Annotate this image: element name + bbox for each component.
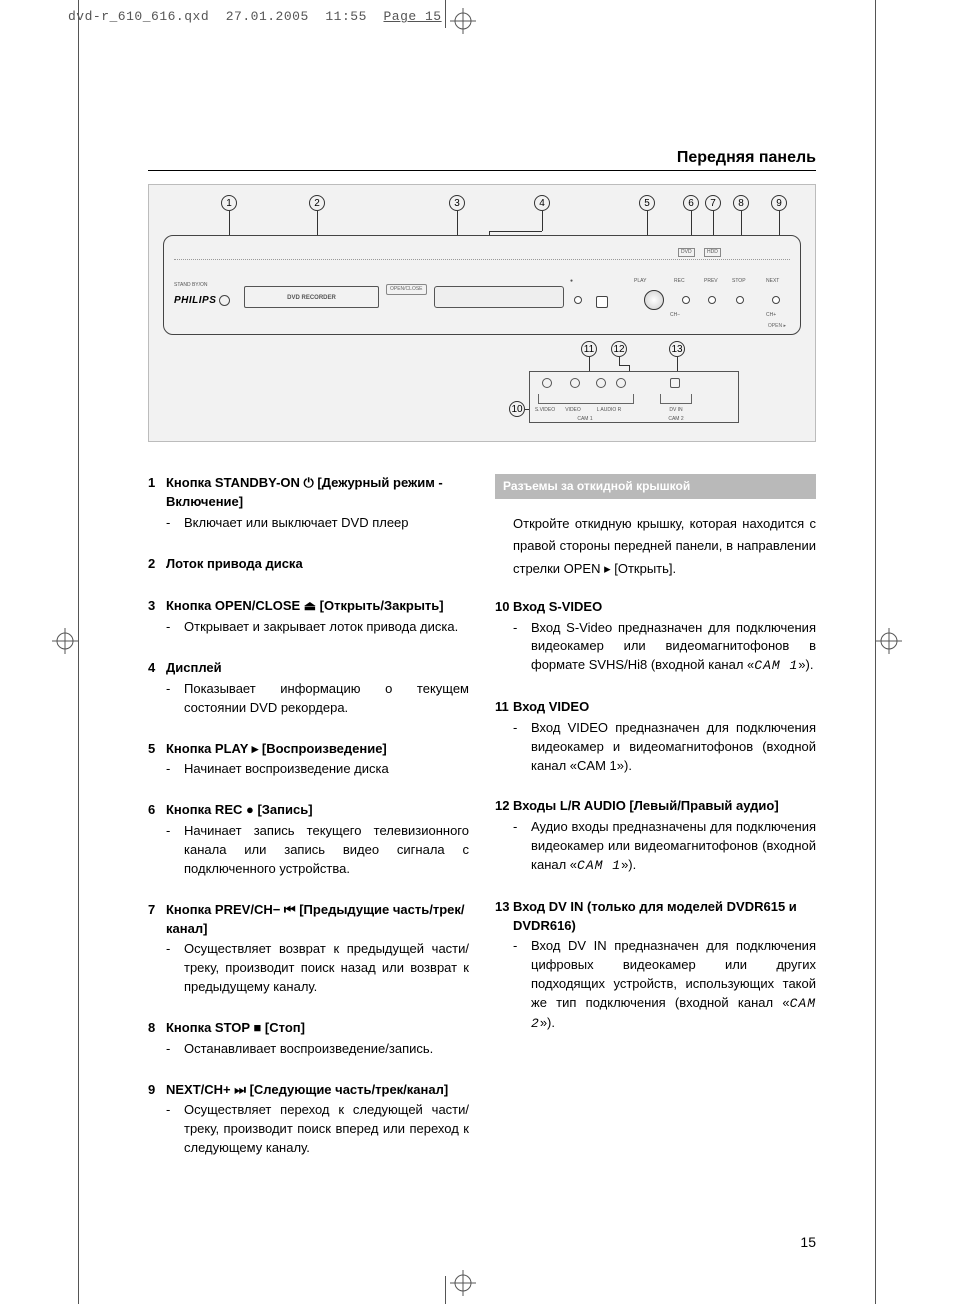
left-column: 1 Кнопка STANDBY-ON ⏻ [Дежурный режим - … <box>148 474 469 1180</box>
device-outline: STAND BY/ON PHILIPS DVD RECORDER OPEN/CL… <box>163 235 801 335</box>
crop-line-left <box>78 0 79 1304</box>
callout-2: 2 <box>309 195 325 211</box>
brand-sub: STAND BY/ON <box>174 282 208 289</box>
list-item: 12 Входы L/R AUDIO [Левый/Правый аудио] … <box>495 797 816 887</box>
front-panel-diagram: 1 2 3 4 5 6 7 8 9 STAND BY/ON PHILIPS DV… <box>148 184 816 442</box>
list-item: 13 Вход DV IN (только для моделей DVDR61… <box>495 898 816 1046</box>
jack-svideo <box>542 378 552 388</box>
jack-video <box>570 378 580 388</box>
list-item: 8 Кнопка STOP ■ [Стоп] -Останавливает во… <box>148 1019 469 1071</box>
jack-audio-l <box>596 378 606 388</box>
disc-tray: DVD RECORDER <box>244 286 379 308</box>
crop-line-bottom <box>445 1276 446 1304</box>
page-number: 15 <box>800 1232 816 1252</box>
list-item: 4 Дисплей -Показывает информацию о текущ… <box>148 659 469 730</box>
device-display <box>434 286 564 308</box>
item-head: Кнопка STANDBY-ON ⏻ [Дежурный режим - Вк… <box>166 474 469 512</box>
list-item: 9 NEXT/CH+ ⏭ [Следующие часть/трек/канал… <box>148 1081 469 1170</box>
crop-line-top <box>445 0 446 28</box>
callout-12: 12 <box>611 341 627 357</box>
callout-6: 6 <box>683 195 699 211</box>
open-arrow-label: OPEN ▸ <box>768 323 786 330</box>
list-item: 5 Кнопка PLAY ▸ [Воспроизведение] -Начин… <box>148 740 469 792</box>
list-item: 3 Кнопка OPEN/CLOSE ⏏ [Открыть/Закрыть] … <box>148 597 469 649</box>
list-item: 11 Вход VIDEO -Вход VIDEO предназначен д… <box>495 698 816 787</box>
registration-mark-bottom <box>450 1270 476 1296</box>
list-item: 1 Кнопка STANDBY-ON ⏻ [Дежурный режим - … <box>148 474 469 545</box>
list-item: 7 Кнопка PREV/CH− ⏮ [Предыдущие часть/тр… <box>148 901 469 1009</box>
list-item: 6 Кнопка REC ● [Запись] -Начинает запись… <box>148 801 469 890</box>
callout-4: 4 <box>534 195 550 211</box>
callout-9: 9 <box>771 195 787 211</box>
flap-panel: S.VIDEO VIDEO L AUDIO R DV IN CAM 1 CAM … <box>529 371 739 423</box>
callout-3: 3 <box>449 195 465 211</box>
callout-13: 13 <box>669 341 685 357</box>
right-column: Разъемы за откидной крышкой Откройте отк… <box>495 474 816 1180</box>
list-item: 10 Вход S-VIDEO -Вход S-Video предназнач… <box>495 598 816 688</box>
control-row: ● PLAY REC PREV STOP NEXT CH− CH+ DVD HD… <box>574 276 786 321</box>
print-job-header: dvd-r_610_616.qxd 27.01.2005 11:55 Page … <box>68 8 442 27</box>
registration-mark-left <box>52 628 78 654</box>
crop-line-right <box>875 0 876 1304</box>
callout-11: 11 <box>581 341 597 357</box>
page-title: Передняя панель <box>677 146 816 169</box>
content-columns: 1 Кнопка STANDBY-ON ⏻ [Дежурный режим - … <box>148 474 816 1180</box>
right-intro: Откройте откидную крышку, которая находи… <box>513 513 816 579</box>
open-close-label: OPEN/CLOSE <box>386 284 427 295</box>
callout-8: 8 <box>733 195 749 211</box>
section-box-header: Разъемы за откидной крышкой <box>495 474 816 499</box>
title-rule <box>148 170 816 171</box>
callout-1: 1 <box>221 195 237 211</box>
jack-audio-r <box>616 378 626 388</box>
list-item: 2 Лоток привода диска <box>148 555 469 588</box>
registration-mark-right <box>876 628 902 654</box>
brand-label: PHILIPS <box>174 294 230 309</box>
callout-5: 5 <box>639 195 655 211</box>
jack-dv <box>670 378 680 388</box>
registration-mark-top <box>450 8 476 34</box>
callout-10: 10 <box>509 401 525 417</box>
callout-7: 7 <box>705 195 721 211</box>
